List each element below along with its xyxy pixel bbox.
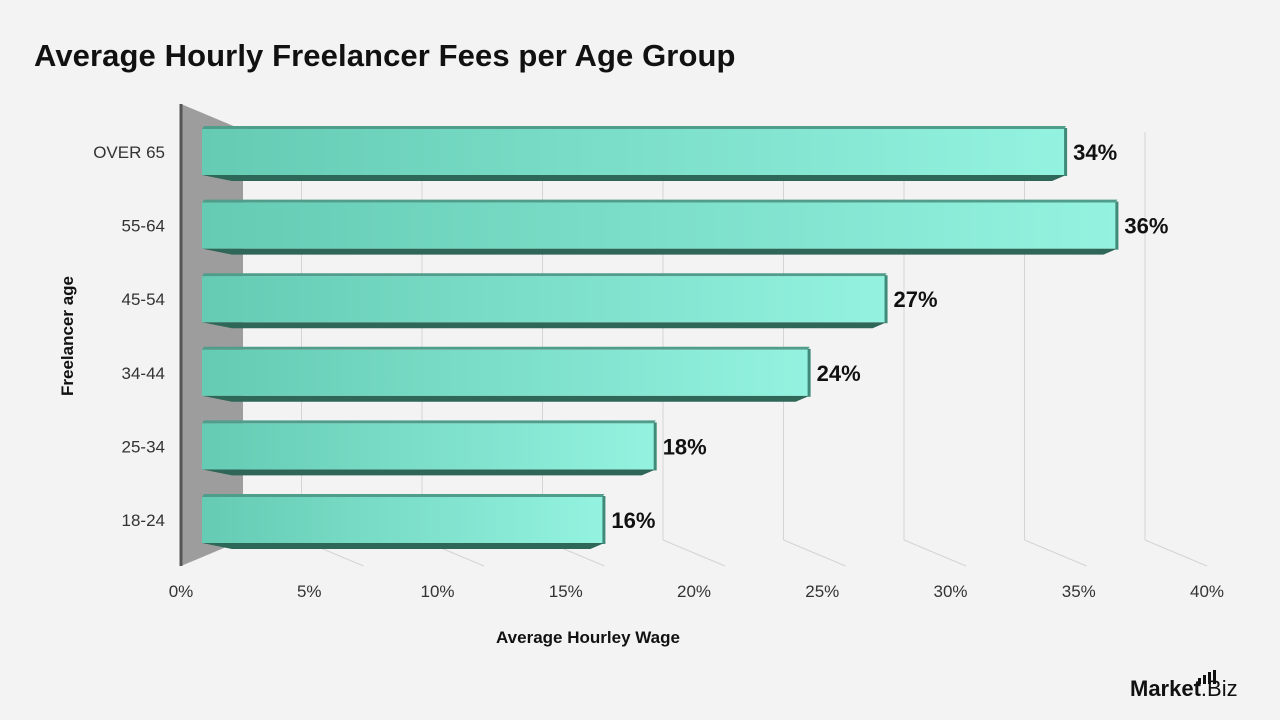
bar-bottom-face xyxy=(202,322,887,329)
bar-bottom-face xyxy=(202,469,656,476)
bar-end-face xyxy=(807,348,811,397)
floor-gridline xyxy=(1024,539,1087,567)
y-tick-label: 45-54 xyxy=(122,290,165,309)
bar-end-face xyxy=(884,275,888,324)
logo-text-strong: Market xyxy=(1130,676,1201,701)
bar xyxy=(202,202,1118,249)
bar-top-face xyxy=(202,273,887,277)
bar-bottom-face xyxy=(202,395,810,402)
data-label: 36% xyxy=(1124,214,1168,239)
brand-logo: Market.Biz xyxy=(1130,676,1238,702)
chart-title: Average Hourly Freelancer Fees per Age G… xyxy=(34,38,736,73)
x-tick-label: 40% xyxy=(1190,582,1224,601)
bar-bottom-face xyxy=(202,543,605,549)
x-tick-label: 25% xyxy=(805,582,839,601)
floor-gridline xyxy=(783,539,846,567)
bar-end-face xyxy=(602,496,606,544)
floor-gridline xyxy=(662,539,726,567)
data-label: 34% xyxy=(1073,140,1117,165)
y-tick-label: 34-44 xyxy=(122,364,165,383)
x-tick-label: 5% xyxy=(297,582,322,601)
x-tick-label: 35% xyxy=(1062,582,1096,601)
x-tick-label: 15% xyxy=(549,582,583,601)
bar-bottom-face xyxy=(202,175,1067,181)
bar xyxy=(202,497,605,543)
bar-top-face xyxy=(202,199,1118,203)
bar-end-face xyxy=(1064,128,1068,176)
floor-gridline xyxy=(1144,539,1208,567)
data-label: 27% xyxy=(894,287,938,312)
y-tick-label: 25-34 xyxy=(122,437,165,456)
bar-top-face xyxy=(202,346,810,350)
data-label: 18% xyxy=(663,434,707,459)
bar xyxy=(202,349,810,396)
bar xyxy=(202,423,656,470)
x-tick-label: 0% xyxy=(169,582,194,601)
logo-text-light: .Biz xyxy=(1200,676,1238,701)
x-tick-label: 10% xyxy=(420,582,454,601)
y-tick-label: 55-64 xyxy=(122,217,165,236)
y-tick-label: 18-24 xyxy=(122,511,165,530)
bar-top-face xyxy=(202,494,605,497)
x-tick-label: 20% xyxy=(677,582,711,601)
x-tick-label: 30% xyxy=(933,582,967,601)
floor-gridline xyxy=(903,539,967,567)
data-label: 16% xyxy=(611,508,655,533)
x-axis-label: Average Hourley Wage xyxy=(496,628,680,647)
logo-bars-icon xyxy=(1198,670,1216,684)
bar xyxy=(202,276,887,323)
bar-end-face xyxy=(653,422,657,471)
bar-top-face xyxy=(202,126,1067,129)
bar xyxy=(202,129,1067,175)
bar-bottom-face xyxy=(202,248,1118,255)
y-tick-label: OVER 65 xyxy=(93,143,165,162)
y-axis-label: Freelancer age xyxy=(58,275,77,397)
data-label: 24% xyxy=(817,361,861,386)
bar-end-face xyxy=(1115,201,1119,250)
bar-top-face xyxy=(202,420,656,424)
